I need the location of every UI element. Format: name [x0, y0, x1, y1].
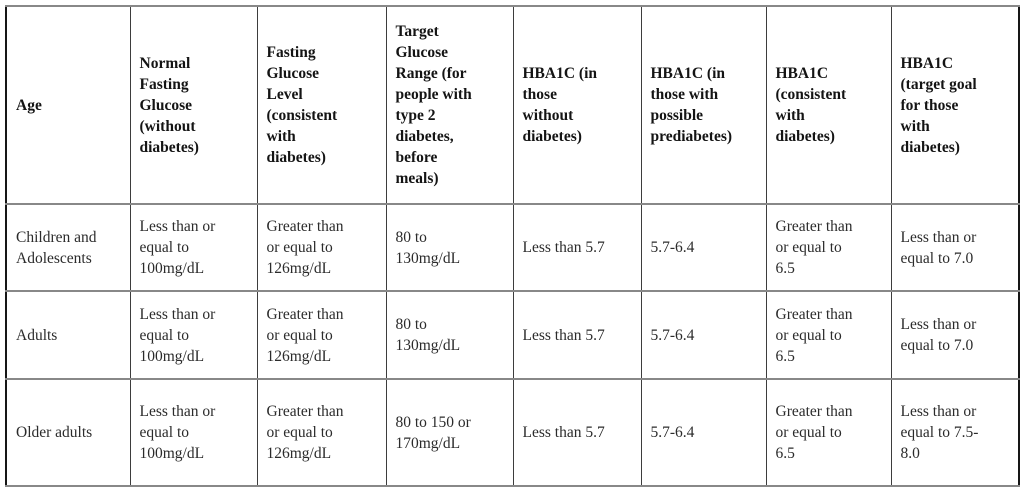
- header-normal-fasting-glucose: Normal Fasting Glucose (without diabetes…: [129, 5, 258, 205]
- cell-age-group: Children and Adolescents: [5, 203, 131, 292]
- cell-hba1c-without-diabetes: Less than 5.7: [512, 290, 642, 380]
- cell-target-glucose-range: 80 to 150 or 170mg/dL: [385, 378, 514, 487]
- header-hba1c-without-diabetes: HBA1C (in those without diabetes): [512, 5, 642, 205]
- header-age: Age: [5, 5, 131, 205]
- cell-age-group: Older adults: [5, 378, 131, 487]
- row-children-and-adolescents: Children and Adolescents Less than or eq…: [5, 203, 1020, 292]
- cell-hba1c-possible-prediabetes: 5.7-6.4: [640, 203, 767, 292]
- cell-normal-fasting-glucose: Less than or equal to 100mg/dL: [129, 290, 258, 380]
- cell-target-glucose-range: 80 to 130mg/dL: [385, 290, 514, 380]
- row-adults: Adults Less than or equal to 100mg/dL Gr…: [5, 290, 1020, 380]
- cell-fasting-glucose-level: Greater than or equal to 126mg/dL: [256, 203, 387, 292]
- glucose-hba1c-reference-table: Age Normal Fasting Glucose (without diab…: [5, 5, 1020, 487]
- cell-fasting-glucose-level: Greater than or equal to 126mg/dL: [256, 290, 387, 380]
- cell-fasting-glucose-level: Greater than or equal to 126mg/dL: [256, 378, 387, 487]
- header-target-glucose-range: Target Glucose Range (for people with ty…: [385, 5, 514, 205]
- cell-hba1c-target-goal: Less than or equal to 7.0: [890, 290, 1020, 380]
- header-hba1c-consistent-diabetes: HBA1C (consistent with diabetes): [765, 5, 892, 205]
- cell-hba1c-consistent-diabetes: Greater than or equal to 6.5: [765, 290, 892, 380]
- cell-hba1c-without-diabetes: Less than 5.7: [512, 378, 642, 487]
- cell-normal-fasting-glucose: Less than or equal to 100mg/dL: [129, 378, 258, 487]
- cell-hba1c-possible-prediabetes: 5.7-6.4: [640, 290, 767, 380]
- cell-hba1c-target-goal: Less than or equal to 7.5- 8.0: [890, 378, 1020, 487]
- cell-hba1c-without-diabetes: Less than 5.7: [512, 203, 642, 292]
- table-header-row: Age Normal Fasting Glucose (without diab…: [5, 5, 1020, 205]
- cell-hba1c-target-goal: Less than or equal to 7.0: [890, 203, 1020, 292]
- cell-normal-fasting-glucose: Less than or equal to 100mg/dL: [129, 203, 258, 292]
- cell-age-group: Adults: [5, 290, 131, 380]
- cell-hba1c-consistent-diabetes: Greater than or equal to 6.5: [765, 203, 892, 292]
- header-hba1c-target-goal: HBA1C (target goal for those with diabet…: [890, 5, 1020, 205]
- cell-target-glucose-range: 80 to 130mg/dL: [385, 203, 514, 292]
- header-hba1c-possible-prediabetes: HBA1C (in those with possible prediabete…: [640, 5, 767, 205]
- row-older-adults: Older adults Less than or equal to 100mg…: [5, 378, 1020, 487]
- cell-hba1c-consistent-diabetes: Greater than or equal to 6.5: [765, 378, 892, 487]
- cell-hba1c-possible-prediabetes: 5.7-6.4: [640, 378, 767, 487]
- header-fasting-glucose-level: Fasting Glucose Level (consistent with d…: [256, 5, 387, 205]
